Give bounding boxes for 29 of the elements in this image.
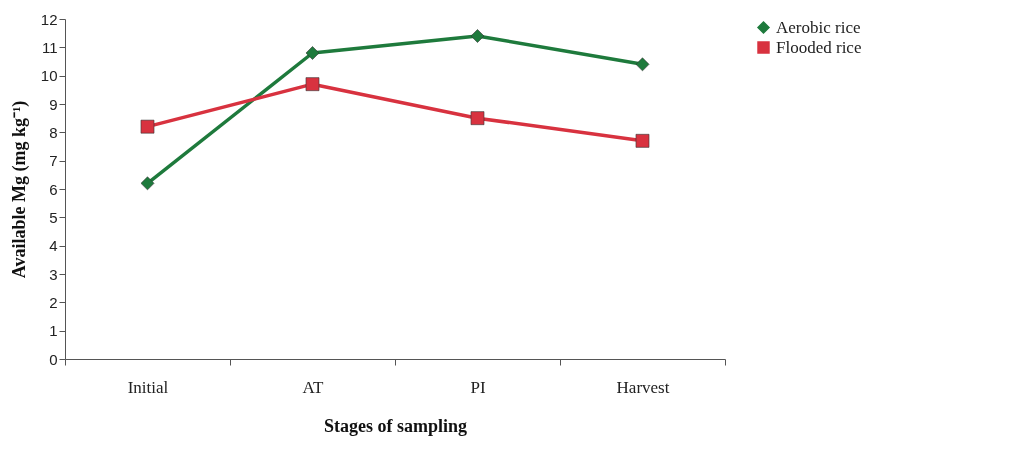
legend-label: Aerobic rice <box>776 17 861 37</box>
y-tick-label: 2 <box>49 293 58 311</box>
y-tick-label: 11 <box>41 38 58 56</box>
y-tick-label: 4 <box>49 237 58 255</box>
point <box>140 119 155 134</box>
point <box>635 57 650 72</box>
y-tick-label: 7 <box>49 152 58 170</box>
y-tick-label: 9 <box>49 95 58 113</box>
y-tick-label: 8 <box>49 123 58 141</box>
point <box>305 46 320 60</box>
x-tick-label: Harvest <box>616 377 670 397</box>
x-axis-title: Stages of sampling <box>323 415 468 436</box>
x-tick-label: AT <box>302 377 324 397</box>
point <box>635 134 650 148</box>
point <box>140 176 155 191</box>
x-tick-label: PI <box>470 377 486 397</box>
y-tick-label: 3 <box>49 265 58 283</box>
point <box>470 111 485 125</box>
y-tick-label: 10 <box>40 67 58 85</box>
y-tick-label: 12 <box>40 10 58 28</box>
y-tick-label: 1 <box>49 322 58 340</box>
y-tick-label: 5 <box>49 208 58 226</box>
y-tick-label: 6 <box>49 180 58 198</box>
point <box>305 77 320 91</box>
x-tick-label: Initial <box>127 377 169 397</box>
y-axis-title: Available Mg (mg kg⁻¹) <box>8 100 30 279</box>
legend-label: Flooded rice <box>776 37 862 57</box>
y-tick-label: 0 <box>49 350 58 368</box>
point <box>470 29 485 43</box>
